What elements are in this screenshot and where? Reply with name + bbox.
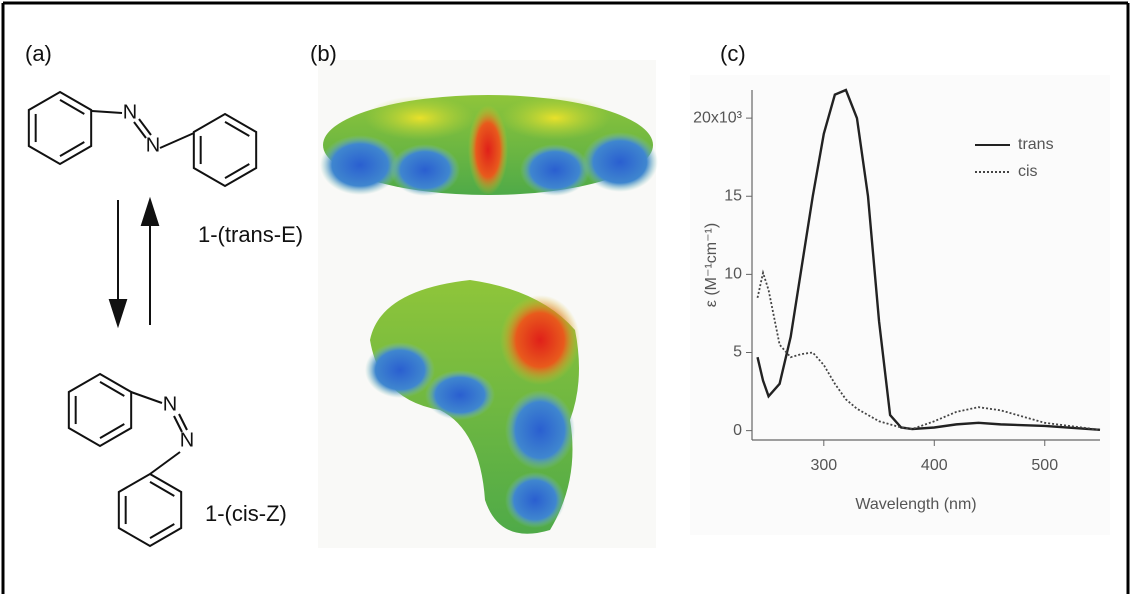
y-tick-label: 0 <box>733 422 742 439</box>
y-tick-label: 15 <box>724 187 742 204</box>
x-axis-label: Wavelength (nm) <box>855 496 976 513</box>
x-tick-label: 300 <box>810 457 837 474</box>
atom-label: N <box>180 429 194 451</box>
double-bond <box>100 382 124 396</box>
panel-label: (b) <box>310 41 337 66</box>
y-tick-label: 5 <box>733 344 742 361</box>
double-bond <box>60 100 84 114</box>
atom-label: N <box>163 393 177 415</box>
atom-label: N <box>146 134 160 156</box>
legend-label: trans <box>1018 136 1054 153</box>
double-bond <box>225 122 249 136</box>
x-tick-label: 500 <box>1031 457 1058 474</box>
benzene-ring <box>69 374 131 446</box>
structures <box>29 92 256 546</box>
double-bond <box>150 524 174 538</box>
atom-label: N <box>123 101 137 123</box>
benzene-ring <box>29 92 91 164</box>
y-tick-label: 20x10³ <box>693 109 743 126</box>
figure: (a) (b) (c) N N N N 1-(trans-E) 1-(cis-Z… <box>0 0 1131 594</box>
benzene-ring <box>194 114 256 186</box>
legend-label: cis <box>1018 163 1038 180</box>
double-bond <box>100 424 124 438</box>
double-bond <box>150 482 174 496</box>
y-tick-label: 10 <box>724 266 742 283</box>
x-tick-label: 400 <box>921 457 948 474</box>
double-bond <box>225 164 249 178</box>
panel-label: (a) <box>25 41 52 66</box>
panel-label: (c) <box>720 41 746 66</box>
y-axis-label: ε (M⁻¹cm⁻¹) <box>703 223 720 307</box>
benzene-ring <box>119 474 181 546</box>
isomer-label: 1-(cis-Z) <box>205 501 287 526</box>
isomer-label: 1-(trans-E) <box>198 222 303 247</box>
double-bond <box>60 142 84 156</box>
